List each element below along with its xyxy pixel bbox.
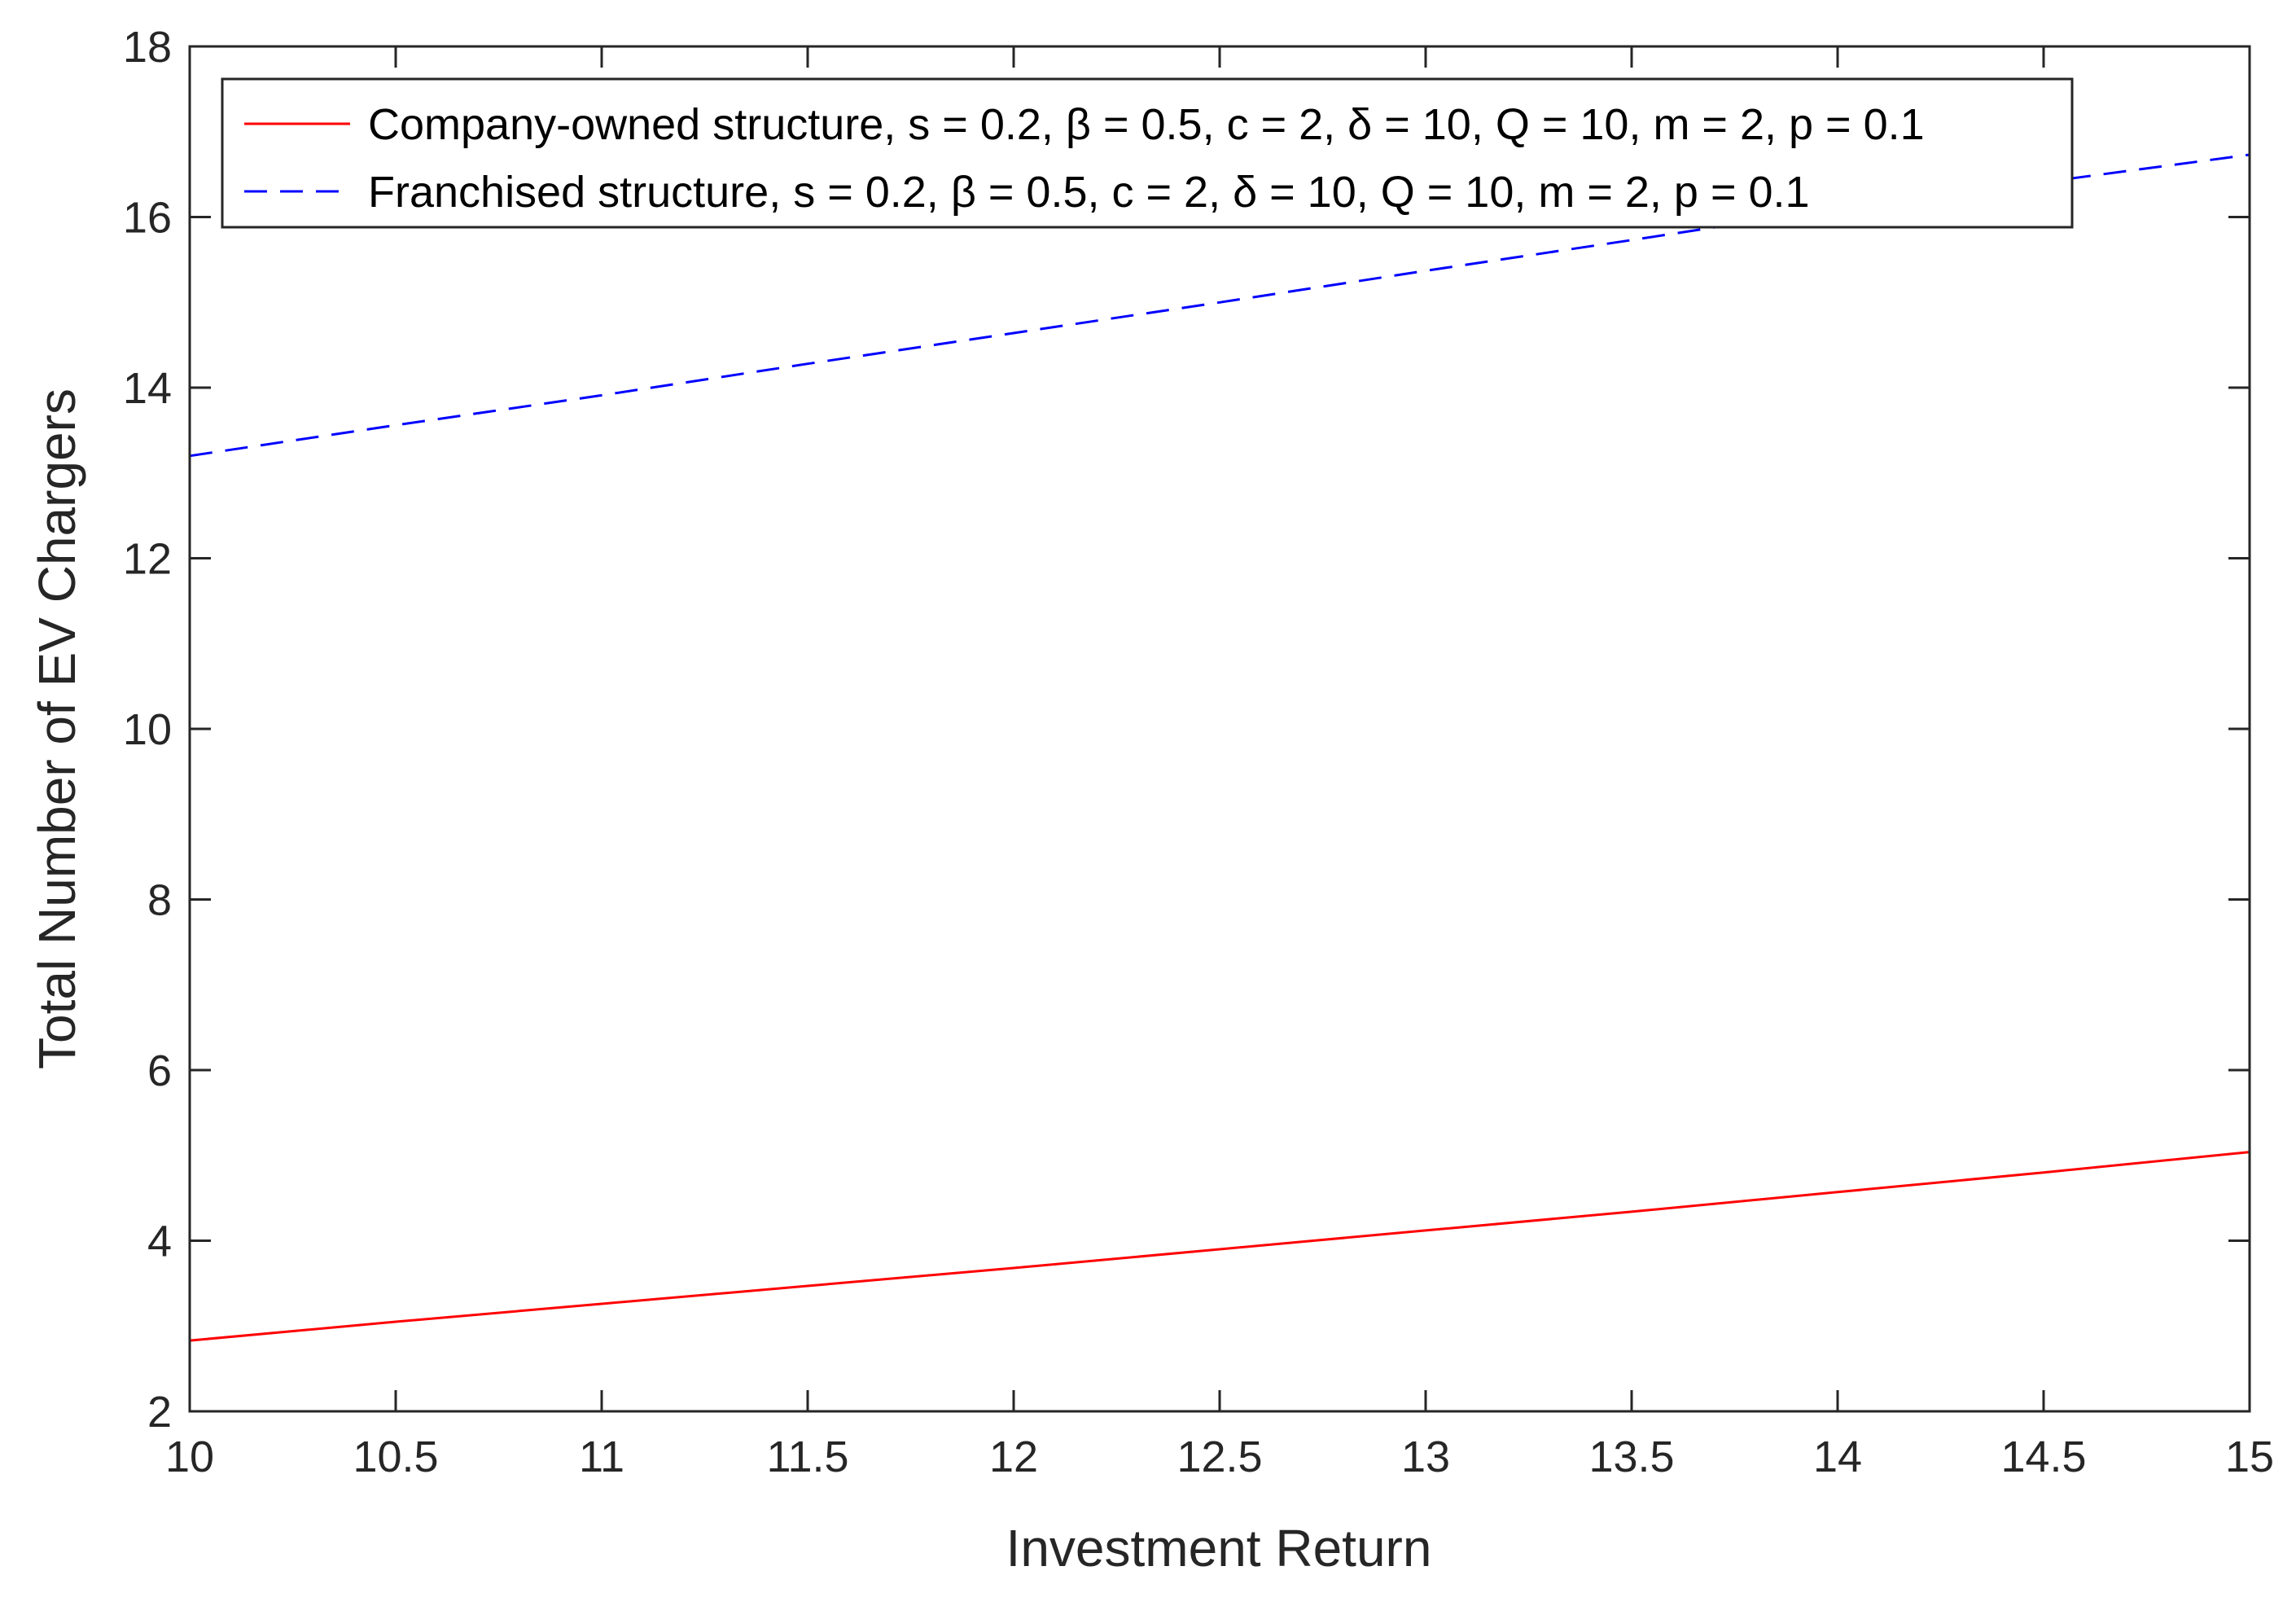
y-tick-label: 2 bbox=[147, 1388, 172, 1437]
y-tick-label: 10 bbox=[123, 705, 172, 754]
y-tick-labels: 2 4 6 8 10 12 14 16 18 bbox=[123, 23, 172, 1437]
x-tick-label: 11 bbox=[579, 1432, 624, 1481]
x-tick-label: 13.5 bbox=[1588, 1432, 1674, 1481]
x-tick-label: 11.5 bbox=[766, 1432, 848, 1481]
y-axis-label: Total Number of EV Chargers bbox=[28, 388, 86, 1069]
y-tick-label: 12 bbox=[123, 535, 172, 584]
axes bbox=[188, 45, 2251, 1413]
legend-label-company-owned: Company-owned structure, s = 0.2, β = 0.… bbox=[368, 100, 1925, 149]
y-tick-label: 6 bbox=[147, 1046, 172, 1095]
x-tick-label: 14 bbox=[1813, 1432, 1862, 1481]
legend-box bbox=[221, 77, 2074, 229]
x-tick-label: 13 bbox=[1401, 1432, 1450, 1481]
x-tick-labels: 10 10.5 11 11.5 12 12.5 13 13.5 14 14.5 15 bbox=[165, 1432, 2274, 1481]
legend-label-franchised: Franchised structure, s = 0.2, β = 0.5, … bbox=[368, 168, 1810, 217]
legend: Company-owned structure, s = 0.2, β = 0.… bbox=[221, 77, 2074, 229]
y-tick-label: 18 bbox=[123, 23, 172, 72]
x-tick-label: 12 bbox=[989, 1432, 1038, 1481]
y-tick-label: 16 bbox=[123, 194, 172, 243]
x-tick-label: 14.5 bbox=[2000, 1432, 2086, 1481]
x-axis-label: Investment Return bbox=[1006, 1519, 1432, 1577]
x-tick-label: 15 bbox=[2225, 1432, 2274, 1481]
plot-background bbox=[190, 46, 2250, 1411]
plot-area bbox=[190, 46, 2250, 1411]
x-tick-label: 10 bbox=[165, 1432, 214, 1481]
series-line-company-owned bbox=[189, 1151, 2250, 1342]
y-tick-label: 4 bbox=[147, 1217, 172, 1266]
x-tick-label: 12.5 bbox=[1176, 1432, 1262, 1481]
x-tick-label: 10.5 bbox=[353, 1432, 438, 1481]
y-tick-label: 14 bbox=[123, 364, 172, 413]
y-tick-label: 8 bbox=[147, 876, 172, 925]
